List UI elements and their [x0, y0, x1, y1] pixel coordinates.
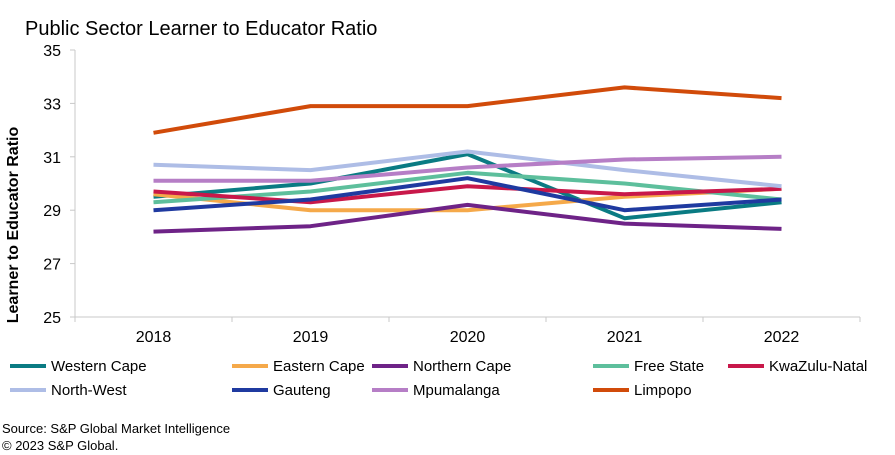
legend-label: Eastern Cape [273, 357, 365, 375]
legend-label: North-West [51, 381, 127, 399]
legend-label: Free State [634, 357, 705, 375]
legend-item-mpumalanga: Mpumalanga [372, 380, 500, 400]
legend-swatch [593, 364, 629, 368]
legend-label: Limpopo [634, 381, 692, 399]
y-tick-label: 29 [43, 203, 61, 220]
x-tick-label: 2021 [607, 329, 643, 346]
series-line-north-west [153, 149, 782, 189]
legend-label: Mpumalanga [413, 381, 500, 399]
x-tick-label: 2018 [136, 329, 172, 346]
x-tick-label: 2019 [293, 329, 329, 346]
legend-label: Western Cape [51, 357, 147, 375]
x-tick-label: 2020 [450, 329, 486, 346]
legend-swatch [232, 364, 268, 368]
legend-item-kwazulu-natal: KwaZulu-Natal [728, 356, 867, 376]
copyright-line: © 2023 S&P Global. [2, 438, 119, 453]
legend-item-limpopo: Limpopo [593, 380, 692, 400]
legend-label: Northern Cape [413, 357, 512, 375]
series-line-free-state [153, 170, 782, 205]
legend-swatch [593, 388, 629, 392]
legend-swatch [372, 364, 408, 368]
legend-item-northern-cape: Northern Cape [372, 356, 511, 376]
series-lines [153, 85, 782, 234]
series-line-gauteng [153, 176, 782, 213]
series-line-northern-cape [153, 202, 782, 234]
series-line-kwazulu-natal [153, 184, 782, 205]
legend-item-gauteng: Gauteng [232, 380, 331, 400]
y-axis-label: Learner to Educator Ratio [5, 127, 22, 324]
legend-swatch [10, 388, 46, 392]
legend: Western Cape Eastern Cape Northern Cape Fre… [10, 356, 890, 404]
legend-item-western-cape: Western Cape [10, 356, 147, 376]
y-tick-label: 35 [43, 43, 61, 60]
legend-label: Gauteng [273, 381, 331, 399]
series-line-western-cape [153, 152, 782, 221]
legend-item-free-state: Free State [593, 356, 704, 376]
legend-label: KwaZulu-Natal [769, 357, 868, 375]
chart-title: Public Sector Learner to Educator Ratio [25, 18, 378, 40]
y-tick-label: 25 [43, 310, 61, 327]
series-line-limpopo [153, 85, 782, 135]
axes: 25 27 29 31 33 35 2018 2019 2020 2021 2022 [43, 43, 861, 346]
legend-item-eastern-cape: Eastern Cape [232, 356, 365, 376]
y-tick-label: 33 [43, 96, 61, 113]
y-tick-label: 27 [43, 257, 61, 274]
series-line-mpumalanga [153, 154, 782, 183]
x-tick-label: 2022 [764, 329, 800, 346]
y-tick-label: 31 [43, 150, 61, 167]
legend-swatch [728, 364, 764, 368]
source-note: Source: S&P Global Market Intelligence ©… [2, 420, 230, 454]
line-chart: 25 27 29 31 33 35 2018 2019 2020 2021 2022 Learner… [5, 43, 861, 346]
legend-item-north-west: North-West [10, 380, 127, 400]
legend-swatch [10, 364, 46, 368]
legend-swatch [232, 388, 268, 392]
source-line: Source: S&P Global Market Intelligence [2, 421, 231, 436]
legend-swatch [372, 388, 408, 392]
